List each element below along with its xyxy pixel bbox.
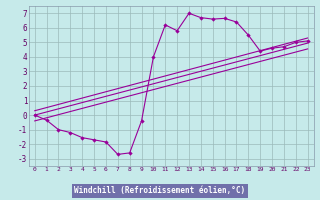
Text: Windchill (Refroidissement éolien,°C): Windchill (Refroidissement éolien,°C) — [75, 186, 245, 196]
